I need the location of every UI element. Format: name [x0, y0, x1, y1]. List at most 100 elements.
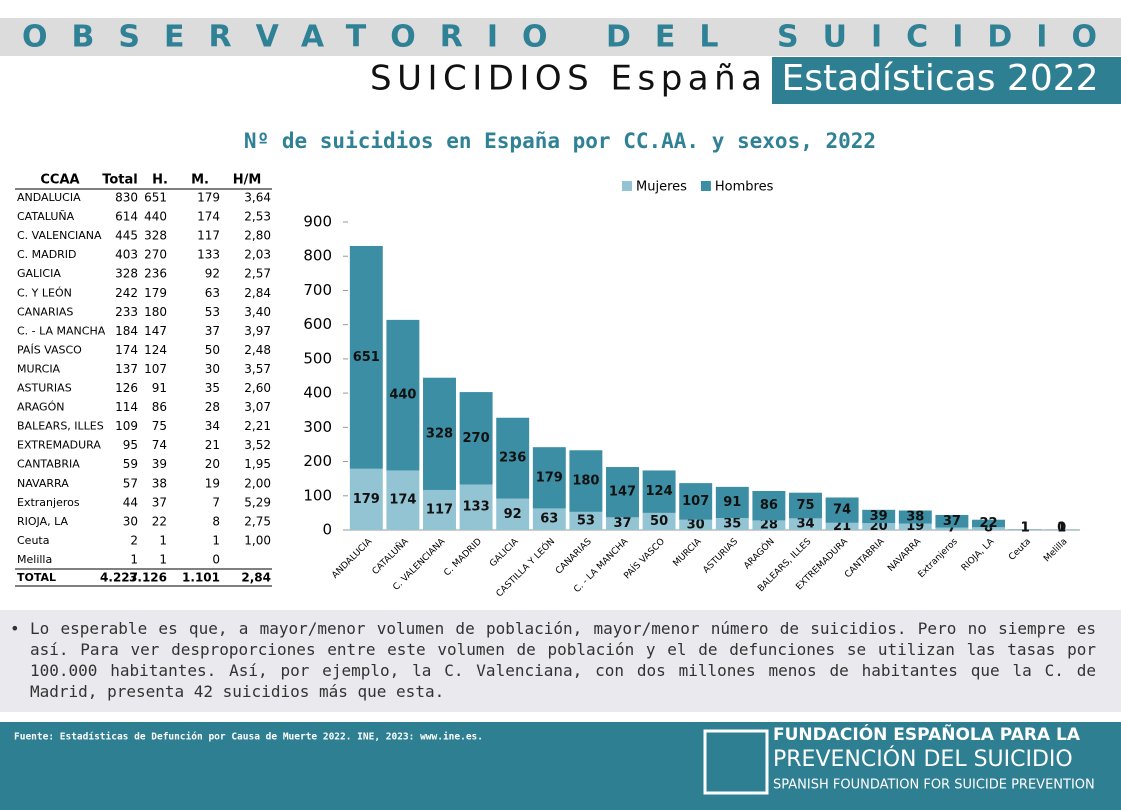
table-cell: ANDALUCIA: [17, 191, 81, 204]
table-cell: 2,80: [244, 229, 271, 243]
table-cell: NAVARRA: [17, 477, 69, 490]
data-label: 37: [943, 514, 961, 529]
data-label: 34: [796, 517, 814, 532]
x-tick-label: CANARIAS: [554, 537, 594, 577]
table-cell: 133: [197, 248, 220, 262]
table-cell: 328: [144, 229, 167, 243]
header-subtitle: SUICIDIOS España: [370, 59, 762, 99]
logo-frame: [703, 729, 769, 795]
source: Fuente: Estadísticas de Defunción por Ca…: [14, 732, 483, 743]
data-label: 74: [833, 503, 851, 518]
table-cell: 53: [205, 305, 220, 319]
x-tick-label: Extranjeros: [917, 537, 960, 580]
table-cell: 63: [205, 286, 220, 300]
table-cell: 35: [205, 381, 220, 395]
x-tick-label: CANTABRIA: [843, 536, 887, 580]
logo-line: PREVENCIÓN DEL SUICIDIO: [773, 746, 1073, 772]
data-label: 91: [723, 495, 741, 510]
table-cell: BALEARS, ILLES: [17, 420, 104, 433]
header-band: [0, 18, 1121, 56]
bar-segment: [789, 492, 822, 519]
data-label: 133: [463, 500, 490, 515]
table-cell: 5,29: [244, 495, 271, 509]
table-cell: 179: [197, 191, 220, 205]
bar-segment: [715, 518, 749, 530]
x-tick-label: C. MADRID: [442, 537, 484, 579]
table-cell: 2: [130, 533, 138, 547]
table-cell: 236: [144, 267, 167, 281]
bar-segment: [606, 467, 639, 518]
table-header: M.: [191, 173, 209, 188]
bar-segment: [386, 319, 420, 471]
bar-segment: [349, 245, 383, 469]
data-label: 7: [947, 521, 956, 536]
table-cell: 37: [152, 495, 167, 509]
legend-swatch: [700, 181, 711, 191]
x-tick-label: Melilla: [1042, 537, 1069, 564]
table-cell: 20: [205, 457, 220, 471]
table-cell: 180: [144, 305, 167, 319]
data-label: 107: [682, 494, 709, 509]
note-band: [0, 610, 1121, 712]
table-header: CCAA: [40, 173, 79, 188]
table-cell: 2,75: [244, 514, 271, 528]
data-label: 39: [870, 509, 888, 524]
table-cell: 109: [115, 419, 138, 433]
table-cell: ASTURIAS: [17, 382, 72, 395]
table-cell: Ceuta: [17, 534, 49, 547]
table-cell: 3,97: [244, 324, 271, 338]
x-tick-label: ASTURIAS: [701, 537, 740, 576]
y-tick-label: 0: [322, 521, 332, 539]
table-cell: 74: [152, 438, 167, 452]
data-label: 53: [577, 513, 595, 528]
data-label: 50: [650, 514, 668, 529]
data-label: 30: [687, 517, 705, 532]
table-cell: CANTABRIA: [17, 458, 80, 471]
table-cell: 2,48: [244, 343, 271, 357]
legend-label: Mujeres: [636, 180, 687, 195]
note: Lo esperable es que, a mayor/menor volum…: [30, 619, 1096, 701]
table-cell: 3,64: [244, 191, 271, 205]
y-tick-label: 900: [303, 213, 332, 231]
table-cell: C. MADRID: [17, 248, 77, 261]
table-header: Total: [102, 173, 138, 188]
table-cell: GALICIA: [17, 267, 61, 280]
table-cell: C. - LA MANCHA: [17, 324, 106, 337]
table-cell: 0: [212, 552, 220, 566]
legend-label: Hombres: [715, 180, 774, 195]
table-cell: 2,84: [244, 286, 271, 300]
table-total: 3.126: [129, 571, 167, 585]
table-header: H/M: [233, 173, 262, 188]
y-tick-label: 500: [303, 349, 332, 367]
table-cell: 107: [144, 362, 167, 376]
table-cell: 126: [115, 381, 138, 395]
table-cell: 38: [152, 476, 167, 490]
bar-segment: [496, 498, 530, 530]
data-label: 28: [760, 518, 778, 533]
table-cell: 270: [144, 248, 167, 262]
bar-segment: [752, 490, 786, 521]
table-cell: CATALUÑA: [17, 210, 75, 223]
table-cell: 445: [115, 229, 138, 243]
table-cell: 50: [205, 343, 220, 357]
bar-segment: [789, 518, 822, 530]
table-cell: 2,57: [244, 267, 271, 281]
table-cell: 651: [144, 191, 167, 205]
table-cell: MURCIA: [17, 362, 61, 375]
data-label: 124: [646, 484, 673, 499]
y-tick-label: 100: [303, 486, 332, 504]
data-label: 1: [1021, 521, 1030, 536]
footer-band: [0, 722, 1121, 810]
table-cell: 44: [123, 495, 138, 509]
legend-swatch: [622, 181, 632, 191]
bar-segment: [496, 417, 530, 499]
table-total: 1.101: [182, 571, 220, 585]
table-cell: 91: [152, 381, 167, 395]
y-tick-label: 800: [303, 247, 332, 265]
bar-segment: [459, 484, 493, 530]
table-cell: PAÍS VASCO: [17, 343, 82, 356]
table-cell: 92: [205, 267, 220, 281]
data-label: 35: [723, 517, 741, 532]
y-tick-label: 300: [303, 418, 332, 436]
x-tick-label: CASTILLA Y LEÓN: [493, 535, 557, 599]
